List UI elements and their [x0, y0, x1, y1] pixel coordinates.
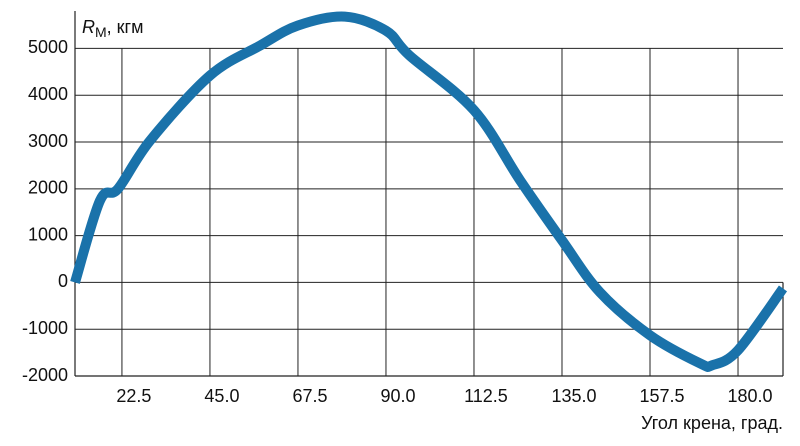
y-tick-label: 2000: [28, 178, 68, 198]
y-tick-label: -2000: [22, 365, 68, 385]
x-axis-title: Угол крена, град.: [641, 413, 783, 433]
y-label-subscript: М: [95, 24, 107, 40]
x-tick-label: 45.0: [204, 386, 239, 406]
y-tick-label: 0: [58, 271, 68, 291]
y-label-unit: , кгм: [107, 17, 144, 37]
x-tick-label: 180.0: [727, 386, 772, 406]
x-tick-label: 135.0: [551, 386, 596, 406]
x-tick-label: 22.5: [116, 386, 151, 406]
y-label-main: R: [82, 17, 95, 37]
line-series: [70, 11, 788, 372]
y-tick-label: -1000: [22, 318, 68, 338]
y-axis-title: RМ, кгм: [82, 17, 144, 40]
y-tick-label: 3000: [28, 131, 68, 151]
x-tick-label: 90.0: [380, 386, 415, 406]
y-tick-label: 1000: [28, 224, 68, 244]
x-tick-label: 112.5: [464, 386, 508, 406]
y-tick-label: 4000: [28, 84, 68, 104]
y-tick-label: 5000: [28, 37, 68, 57]
x-tick-label: 67.5: [292, 386, 327, 406]
x-tick-label: 157.5: [639, 386, 684, 406]
